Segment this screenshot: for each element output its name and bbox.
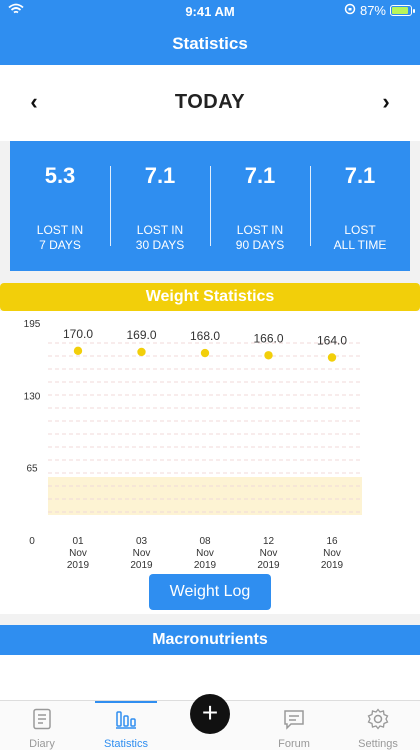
summary-cell-30-days: 7.1 LOST IN 30 DAYS [110, 141, 210, 271]
x-axis-tick-label: 2019 [194, 560, 217, 571]
summary-value: 7.1 [244, 163, 276, 188]
tab-label: Forum [278, 738, 310, 750]
y-axis-tick-label: 195 [24, 319, 41, 330]
diary-icon [31, 708, 53, 730]
wifi-icon [8, 3, 24, 18]
battery-icon [390, 5, 415, 16]
y-axis-tick-label: 130 [24, 391, 41, 402]
x-axis-tick-label: 12 [263, 536, 275, 547]
y-axis-tick-label: 65 [26, 464, 38, 475]
status-bar: 9:41 AM 87% [0, 0, 420, 22]
x-axis-tick-label: 08 [199, 536, 211, 547]
date-label: TODAY [174, 91, 246, 113]
x-axis-tick-label: Nov [133, 548, 151, 559]
summary-caption-line: 90 DAYS [235, 238, 285, 252]
chart-data-label: 166.0 [253, 331, 283, 345]
tab-label: Settings [358, 738, 398, 750]
y-axis-tick-label: 0 [29, 536, 35, 547]
tab-label: Diary [29, 738, 55, 750]
chart-data-label: 164.0 [317, 333, 347, 347]
summary-cell-all-time: 7.1 LOST ALL TIME [310, 141, 410, 271]
weight-loss-summary: 5.3 LOST IN 7 DAYS 7.1 LOST IN 30 DAYS 7… [10, 141, 410, 271]
tab-forum[interactable]: Forum [252, 701, 336, 750]
chart-data-point [327, 353, 337, 362]
summary-value: 7.1 [344, 163, 376, 188]
chart-data-label: 170.0 [63, 327, 93, 341]
forum-icon [283, 708, 305, 730]
summary-caption-line: LOST IN [136, 223, 184, 237]
status-time: 9:41 AM [185, 4, 235, 19]
statistics-icon [115, 708, 137, 730]
weight-statistics-header: Weight Statistics [0, 283, 420, 311]
date-navigator: ‹ TODAY › [0, 65, 420, 141]
chart-highlight-band [48, 477, 362, 515]
tab-diary[interactable]: Diary [0, 701, 84, 750]
gear-icon [367, 708, 389, 730]
summary-caption-line: LOST [344, 223, 376, 237]
summary-caption: LOST ALL TIME [310, 223, 410, 253]
x-axis-tick-label: 2019 [130, 560, 153, 571]
x-axis-tick-label: 2019 [257, 560, 280, 571]
chart-data-point [137, 347, 146, 357]
tab-label: Statistics [103, 738, 148, 750]
x-axis-tick-label: 03 [136, 536, 148, 547]
weight-log-button[interactable]: Weight Log [149, 574, 271, 610]
summary-value: 7.1 [144, 163, 176, 188]
battery-percent: 87% [359, 3, 386, 18]
status-right: 87% [344, 3, 415, 18]
summary-caption-line: 30 DAYS [135, 238, 185, 252]
chevron-right-icon[interactable]: › [382, 89, 390, 114]
summary-caption-line: ALL TIME [333, 238, 387, 252]
summary-caption: LOST IN 90 DAYS [210, 223, 310, 253]
summary-caption: LOST IN 30 DAYS [110, 223, 210, 253]
summary-caption-line: LOST IN [36, 223, 84, 237]
chart-data-point [264, 351, 273, 360]
chart-data-point [200, 348, 210, 358]
chevron-left-icon[interactable]: ‹ [30, 89, 38, 114]
plus-icon: + [201, 697, 219, 728]
nav-bar: Statistics [0, 22, 420, 65]
x-axis-tick-label: 01 [72, 536, 84, 547]
x-axis-tick-label: Nov [196, 548, 214, 559]
summary-caption: LOST IN 7 DAYS [10, 223, 110, 253]
chart-data-label: 168.0 [190, 329, 220, 343]
tab-settings[interactable]: Settings [336, 701, 420, 750]
chart-data-point [73, 346, 83, 356]
page-title: Statistics [172, 34, 248, 53]
summary-caption-line: LOST IN [236, 223, 284, 237]
weight-chart-card: 195 130 65 0 170.0 01 Nov 2019 169.0 03 Nov 2019 168… [0, 311, 420, 614]
summary-value: 5.3 [44, 163, 76, 188]
x-axis-tick-label: Nov [323, 548, 341, 559]
x-axis-tick-label: Nov [260, 548, 278, 559]
summary-caption-line: 7 DAYS [39, 238, 81, 252]
x-axis-tick-label: 16 [326, 536, 338, 547]
orientation-lock-icon [344, 3, 356, 18]
add-entry-button[interactable]: + [190, 694, 230, 734]
tab-statistics[interactable]: Statistics [84, 701, 168, 750]
x-axis-tick-label: 2019 [67, 560, 90, 571]
macronutrients-header: Macronutrients [0, 625, 420, 655]
macronutrients-content [0, 655, 420, 700]
summary-cell-90-days: 7.1 LOST IN 90 DAYS [210, 141, 310, 271]
x-axis-tick-label: Nov [69, 548, 87, 559]
x-axis-tick-label: 2019 [321, 560, 344, 571]
weight-chart: 195130650170.001Nov2019169.003Nov2019168… [24, 319, 362, 571]
summary-cell-7-days: 5.3 LOST IN 7 DAYS [10, 141, 110, 271]
chart-data-label: 169.0 [126, 328, 156, 342]
